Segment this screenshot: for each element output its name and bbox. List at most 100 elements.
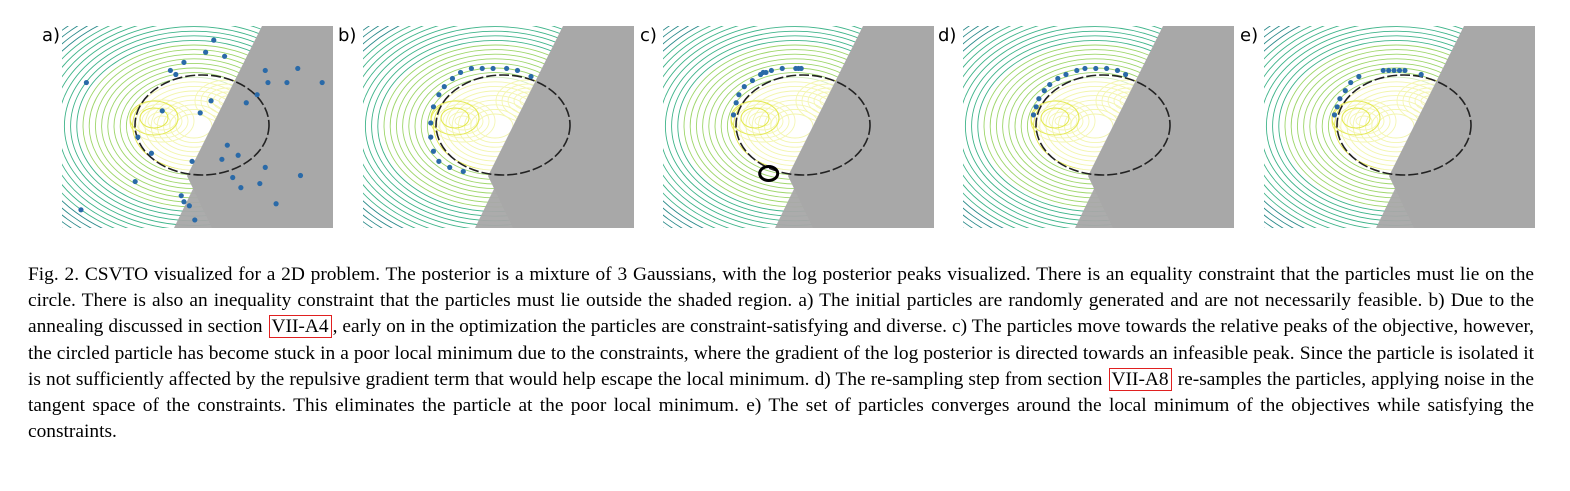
particle (173, 71, 179, 78)
particle (132, 178, 138, 185)
particle (528, 73, 534, 80)
particle (148, 150, 155, 156)
panel-c (663, 26, 934, 228)
particle (1418, 71, 1424, 78)
particle (1030, 112, 1037, 118)
particle (1033, 104, 1039, 110)
particle (1342, 88, 1348, 94)
particle (203, 49, 209, 55)
particle (798, 65, 804, 72)
particle (730, 112, 737, 118)
particle (257, 180, 263, 187)
particle (1123, 71, 1129, 78)
particle (779, 65, 785, 72)
panel-d (963, 26, 1234, 228)
particle (235, 152, 241, 158)
caption-text-3: re-samples the particles, applying noise… (28, 368, 1534, 443)
particle (428, 120, 434, 126)
particle (238, 185, 244, 191)
particle (1331, 112, 1338, 118)
contour-plot (663, 26, 934, 228)
particle (186, 203, 192, 209)
particle (430, 148, 437, 154)
particle (1047, 81, 1053, 88)
caption-text-2: , early on in the optimization the parti… (28, 316, 1534, 390)
particle (749, 77, 756, 84)
particle (181, 59, 187, 65)
constraint-circle (735, 74, 871, 176)
particle (1055, 75, 1061, 82)
particle (159, 108, 165, 114)
particle (192, 217, 198, 223)
panel-a (62, 26, 333, 228)
particle (284, 79, 290, 86)
particle (167, 67, 173, 74)
particle (768, 67, 774, 74)
particle (297, 172, 304, 179)
particle (295, 65, 301, 72)
particle (254, 92, 260, 98)
constraint-circle (435, 74, 571, 176)
particle (273, 201, 279, 207)
particle (436, 158, 442, 164)
particle (490, 65, 496, 72)
particle (436, 92, 442, 98)
particle (1402, 67, 1408, 74)
particle (78, 207, 84, 213)
particle (457, 69, 464, 76)
constraint-circle (1336, 74, 1472, 176)
contour-plot (62, 26, 333, 228)
particle (441, 84, 447, 90)
particle (262, 67, 268, 74)
particle (479, 65, 485, 72)
particle (430, 104, 437, 110)
particle (736, 92, 742, 98)
particle (189, 158, 195, 164)
panel-label-c: c) (640, 25, 657, 46)
panel-e (1264, 26, 1535, 228)
particle (1356, 73, 1362, 80)
caption-text-1: Fig. 2. CSVTO visualized for a 2D proble… (28, 264, 1534, 338)
particle (1104, 65, 1110, 72)
panel-label-b: b) (338, 25, 357, 46)
section-link-vii-a4[interactable]: VII-A4 (268, 315, 332, 339)
particle (1348, 79, 1354, 86)
panel-label-d: d) (938, 25, 957, 46)
particle (197, 110, 203, 116)
particle (741, 84, 747, 90)
constraint-circle (134, 74, 270, 176)
panel-label-a: a) (42, 25, 61, 46)
particle (1114, 67, 1121, 74)
particle (181, 199, 187, 205)
particle (265, 79, 271, 86)
particle (1063, 71, 1069, 78)
particle (1386, 67, 1392, 74)
particle (211, 37, 217, 43)
particle (449, 75, 456, 82)
particle (468, 65, 474, 72)
particle (208, 98, 214, 104)
particle (1380, 67, 1386, 74)
constraint-circle (1035, 74, 1171, 176)
contour-plot (363, 26, 634, 228)
panel-label-e: e) (1240, 25, 1259, 46)
particle (514, 67, 521, 74)
particle (243, 100, 249, 106)
particle (447, 164, 453, 170)
particle (319, 79, 325, 86)
particle (760, 69, 766, 76)
particle (1337, 96, 1343, 102)
particle (224, 142, 230, 148)
contour-plot (963, 26, 1234, 228)
particle (504, 65, 510, 72)
panel-b (363, 26, 634, 228)
particle (733, 100, 739, 106)
particle (135, 134, 141, 140)
particle (428, 134, 434, 140)
contour-plot (1264, 26, 1535, 228)
particle (219, 156, 225, 162)
particle (460, 168, 466, 175)
particle (1334, 104, 1340, 110)
section-link-vii-a8[interactable]: VII-A8 (1108, 367, 1172, 391)
particle (1391, 67, 1397, 74)
